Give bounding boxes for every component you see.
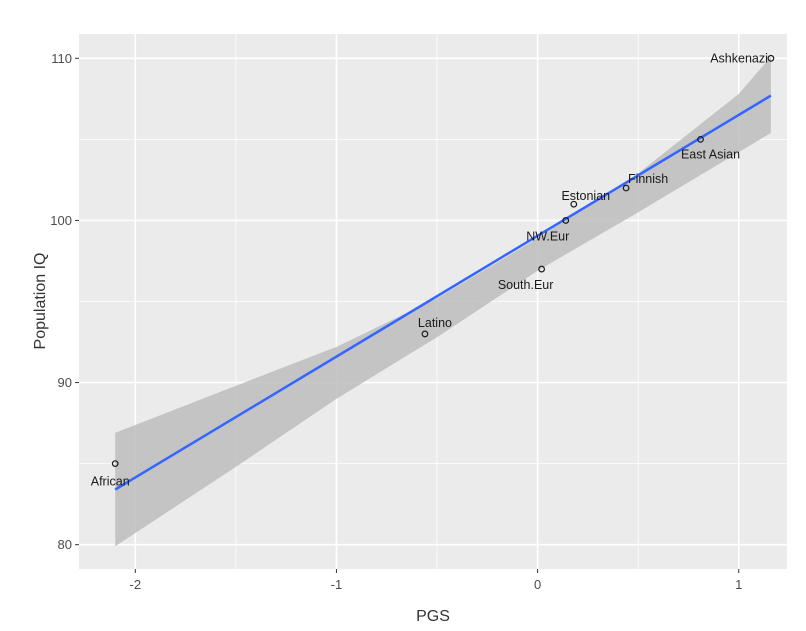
y-tick-label: 80: [58, 537, 72, 552]
point-label: Estonian: [561, 189, 610, 203]
data-point: [538, 265, 546, 273]
point-label: South.Eur: [498, 278, 554, 292]
data-point: [697, 135, 704, 143]
x-axis-title: PGS: [416, 608, 450, 625]
point-label: African: [91, 475, 130, 489]
point-labels: Ashkenazi East Asian Finnish Estonian NW.Eur…: [91, 51, 768, 488]
y-tick-label: 100: [50, 213, 72, 228]
data-point: [622, 184, 630, 192]
data-point: [767, 54, 775, 62]
y-tick-label: 90: [58, 375, 72, 390]
x-tick-label: -1: [331, 577, 343, 592]
regression-line: [114, 94, 772, 491]
x-tick-label: -2: [130, 577, 142, 592]
grid-major: [79, 34, 787, 569]
x-axis-ticks: -2 -1 0 1: [130, 569, 742, 592]
y-axis-ticks: 80 90 100 110: [50, 51, 79, 552]
y-axis-title: Population IQ: [32, 253, 49, 350]
data-point: [570, 200, 578, 208]
data-point: [421, 330, 429, 338]
point-label: Ashkenazi: [710, 51, 768, 65]
data-point: [111, 460, 119, 468]
point-label: Finnish: [628, 172, 668, 186]
x-tick-label: 1: [735, 577, 742, 592]
point-label: East Asian: [681, 147, 740, 161]
confidence-band: [115, 56, 771, 547]
data-points: [111, 54, 775, 468]
data-point: [562, 217, 570, 224]
point-label: NW.Eur: [526, 229, 569, 243]
x-tick-label: 0: [534, 577, 541, 592]
point-label: Latino: [418, 316, 452, 330]
y-tick-label: 110: [51, 51, 72, 66]
